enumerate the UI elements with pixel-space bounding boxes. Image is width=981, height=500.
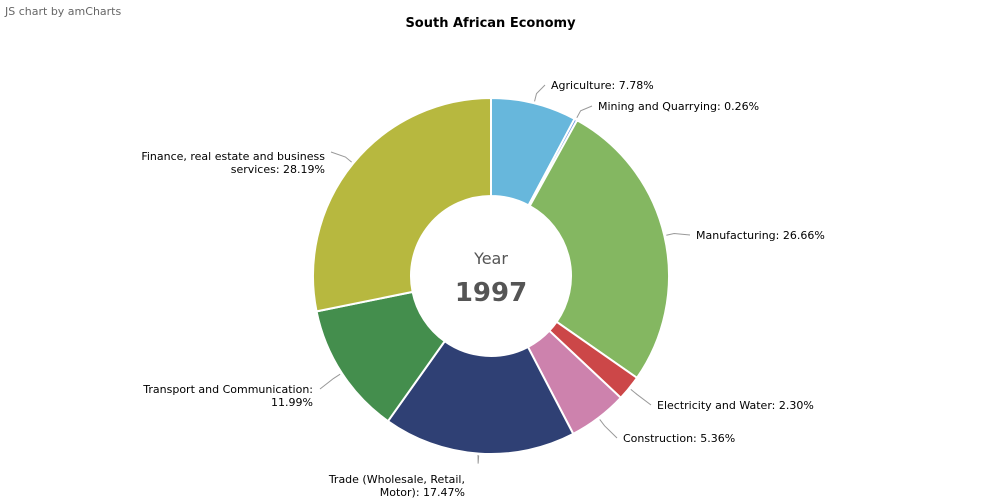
slice-label-line: services: 28.19% xyxy=(231,163,325,176)
slice-label-line: Trade (Wholesale, Retail, xyxy=(328,473,465,486)
slice-label: Finance, real estate and business service… xyxy=(141,150,325,176)
leader-line xyxy=(599,419,618,439)
slice-label-line: Finance, real estate and business xyxy=(141,150,325,163)
leader-lines-layer xyxy=(319,84,691,464)
slice-label-line: Construction: 5.36% xyxy=(623,432,735,445)
donut-slice[interactable] xyxy=(312,96,492,313)
slice-label: Electricity and Water: 2.30% xyxy=(657,399,814,412)
slice-label-line: Motor): 17.47% xyxy=(380,486,465,499)
slice-label-line: Transport and Communication: xyxy=(142,383,313,396)
center-value: 1997 xyxy=(455,278,527,308)
slice-label: Mining and Quarrying: 0.26% xyxy=(598,100,759,113)
slice-label: Agriculture: 7.78% xyxy=(551,79,654,92)
leader-line xyxy=(576,105,593,119)
leader-line xyxy=(666,232,691,236)
slice-label-line: Mining and Quarrying: 0.26% xyxy=(598,100,759,113)
amcharts-credit-link[interactable]: JS chart by amCharts xyxy=(5,5,122,18)
center-label: Year xyxy=(473,249,508,268)
leader-line xyxy=(319,373,341,390)
leader-line xyxy=(330,151,352,163)
slice-label-line: 11.99% xyxy=(271,396,313,409)
slice-label-line: Electricity and Water: 2.30% xyxy=(657,399,814,412)
chart-title: South African Economy xyxy=(405,16,576,31)
slice-label: Manufacturing: 26.66% xyxy=(696,229,825,242)
leader-line xyxy=(630,389,652,406)
leader-line xyxy=(477,454,480,464)
slice-label: Trade (Wholesale, Retail, Motor): 17.47% xyxy=(328,473,465,499)
slice-label: Construction: 5.36% xyxy=(623,432,735,445)
leader-line xyxy=(534,84,546,102)
slice-label-line: Agriculture: 7.78% xyxy=(551,79,654,92)
donut-slice[interactable] xyxy=(386,339,575,455)
slices-layer xyxy=(312,96,670,455)
slice-labels-layer: Agriculture: 7.78% Mining and Quarrying: … xyxy=(141,79,825,499)
donut-slice[interactable] xyxy=(528,118,670,380)
slice-label: Transport and Communication: 11.99% xyxy=(142,383,313,409)
slice-label-line: Manufacturing: 26.66% xyxy=(696,229,825,242)
